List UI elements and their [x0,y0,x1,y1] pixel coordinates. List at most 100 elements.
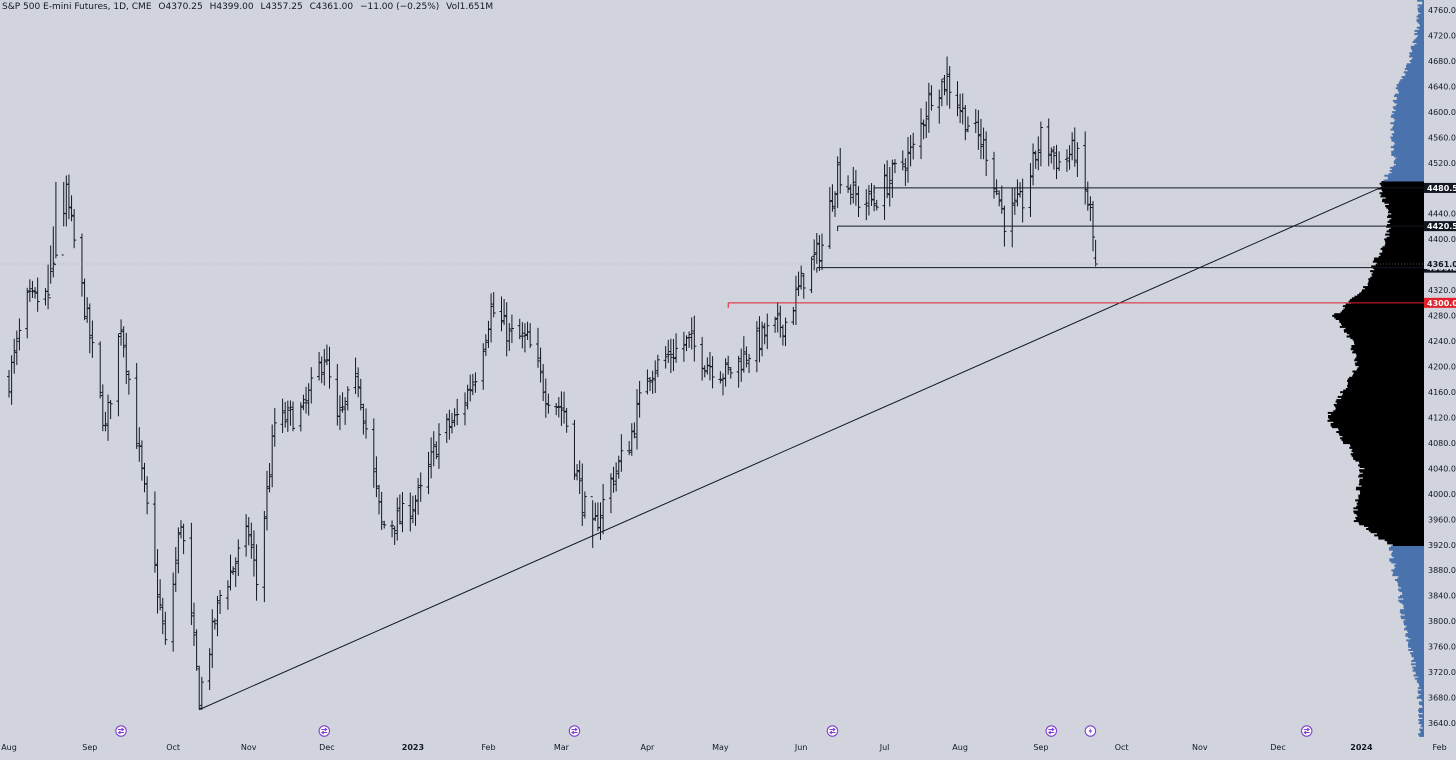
ohlc-bar [419,472,423,501]
ohlc-bar [635,389,639,450]
ohlc-bar [562,392,566,424]
time-tick-label: Sep [82,743,97,752]
ohlc-bar [299,402,303,431]
ohlc-bar [127,370,131,394]
ohlc-bar [15,331,19,365]
ohlc-bar [528,323,532,348]
ohlc-bar [778,306,782,338]
ohlc-bar [737,356,741,388]
price-tick-label: 3880.00 [1428,566,1456,575]
ohlc-bar [200,677,204,710]
ohlc-bar [1047,119,1051,167]
ohlc-bar [1088,196,1092,221]
ohlc-bar [374,456,378,497]
ohlc-bar [937,90,941,124]
ohlc-bar [776,302,780,332]
time-tick-label: Aug [952,743,968,752]
ohlc-bar [372,418,376,487]
ohlc-bar [429,437,433,478]
event-icon-ring [1046,726,1056,736]
ohlc-bar [122,326,126,357]
event-icon-ring [116,726,126,736]
price-tick-label: 3680.00 [1428,694,1456,703]
ohlc-bar [247,517,251,545]
ohlc-bar [883,164,887,220]
symbol-title[interactable]: S&P 500 E-mini Futures, 1D, CME [2,2,152,12]
ohlc-bar [346,386,350,410]
ohlc-bar [67,175,71,220]
ohlc-bar [174,547,178,592]
ohlc-bar [30,281,34,298]
low-value: L4357.25 [260,2,302,12]
ohlc-bar [838,148,842,194]
ohlc-bar [140,440,144,480]
ohlc-bar [726,356,730,375]
ohlc-bar [145,476,149,514]
price-tick-label: 4120.00 [1428,413,1456,422]
price-tick-label: 4080.00 [1428,439,1456,448]
dividend-event-icon [116,726,126,736]
ohlc-bar [1083,131,1087,204]
ohlc-bar [974,109,978,133]
price-axis[interactable]: 3640.003680.003720.003760.003800.003840.… [1424,0,1456,755]
ohlc-bar [773,317,777,333]
ohlc-bar [427,452,431,494]
ohlc-bar [682,332,686,362]
ohlc-bar [942,75,946,95]
ohlc-bar [940,79,944,106]
ohlc-bar [922,120,926,140]
ohlc-bar [820,234,824,271]
ohlc-bar [197,666,201,710]
ohlc-bar [226,580,230,609]
ohlc-bar [711,356,715,388]
ohlc-bar [499,297,503,332]
ohlc-bar [434,441,438,459]
ohlc-bar [317,352,321,381]
bolt-event-icon [1085,726,1095,736]
ohlc-bar [867,185,871,215]
price-tick-label: 4440.00 [1428,210,1456,219]
price-tick-label: 4160.00 [1428,388,1456,397]
ohlc-bar [982,128,986,160]
price-tag-label: 4420.50 [1427,222,1456,231]
ohlc-bar [411,496,415,523]
ohlc-bar [489,293,493,342]
price-tick-label: 3720.00 [1428,668,1456,677]
ohlc-bar [416,478,420,515]
ohlc-bar [739,349,743,382]
ohlc-bar [893,159,897,173]
volume-profile [1328,0,1425,737]
ohlc-bar [192,603,196,646]
time-tick-label: Feb [1432,743,1446,752]
trendline [199,187,1382,710]
volume-value: Vol1.651M [446,2,493,12]
ohlc-bar [70,195,74,221]
ohlc-bar [784,318,788,347]
ohlc-bar [103,412,107,432]
event-markers [116,726,1312,736]
ohlc-bar [116,334,120,417]
ohlc-bar [10,355,14,405]
ohlc-bar [724,358,728,386]
time-tick-label: 2023 [402,743,424,752]
ohlc-bar [849,184,853,204]
ohlc-bar [43,288,47,305]
ohlc-bar [507,323,511,351]
ohlc-bar [791,307,795,325]
ohlc-bar [888,167,892,207]
price-tick-label: 4400.00 [1428,235,1456,244]
ohlc-bar [90,321,94,358]
ohlc-bar [343,397,347,425]
ohlc-bar [765,314,769,350]
ohlc-bar [721,373,725,395]
ohlc-bar [354,358,358,394]
price-tick-label: 4000.00 [1428,490,1456,499]
ohlc-bar [1031,144,1035,186]
price-tag-label: 4480.50 [1427,184,1456,193]
ohlc-bar [596,502,600,531]
ohlc-bar [1052,146,1056,170]
ohlc-bar [309,367,313,403]
